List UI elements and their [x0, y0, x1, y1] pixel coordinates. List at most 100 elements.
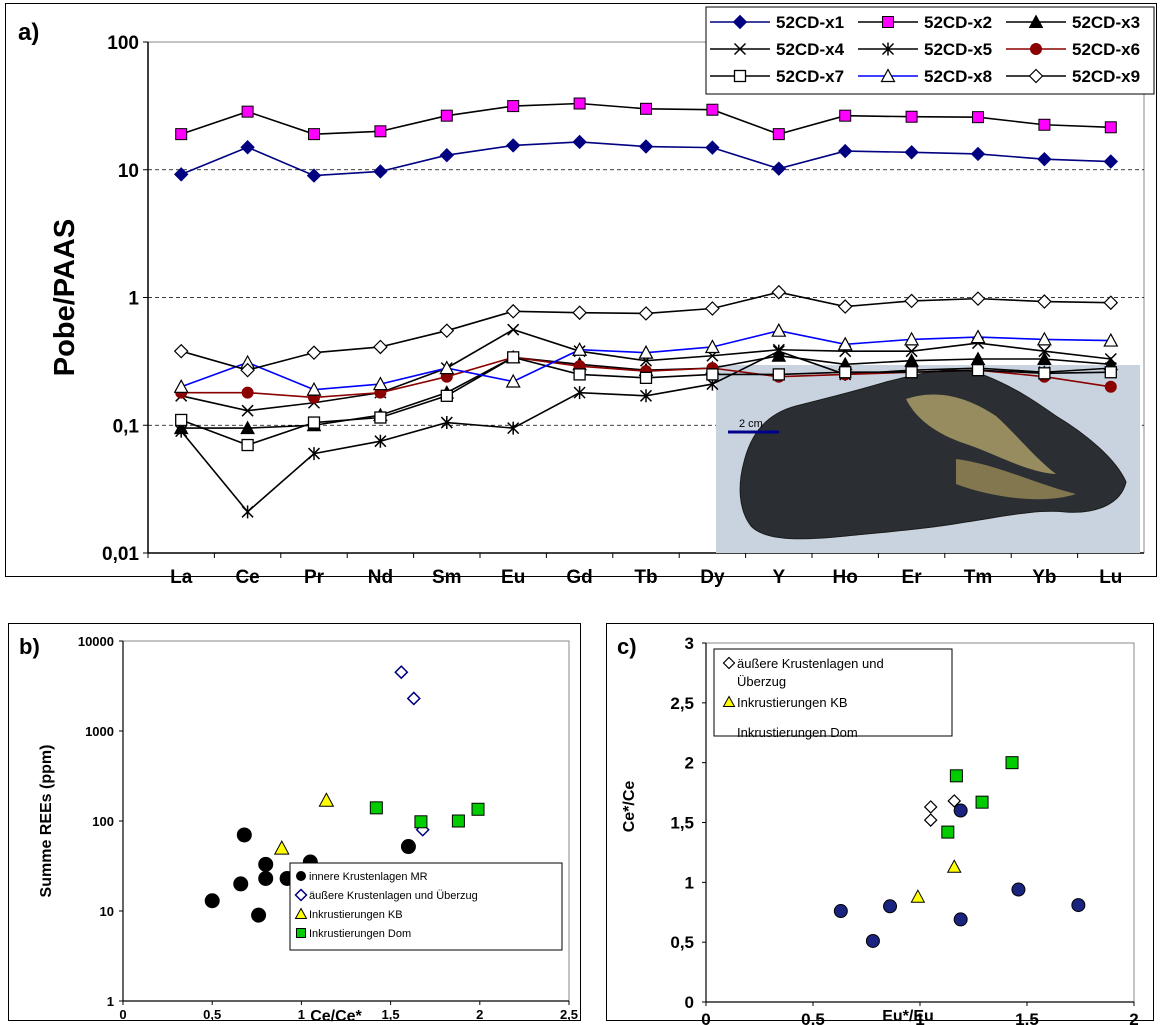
legend-label: Inkrustierungen KB — [737, 695, 848, 710]
data-point — [839, 109, 852, 122]
x-tick-label: 2 — [1129, 1010, 1138, 1025]
data-point — [240, 420, 255, 435]
data-point — [273, 840, 290, 855]
series-52CD-x7 — [175, 351, 1117, 452]
series-Inkrustierungen Dom — [941, 756, 1019, 839]
panel-c-scatter: c) 0 0,5 1 1,5 2 2,5 3 0 0,5 1 1,5 2 Eu*/Eu Ce*/Ce äuße… — [606, 623, 1154, 1025]
data-point — [946, 859, 962, 873]
data-point — [1037, 294, 1052, 309]
x-tick-label: Tm — [964, 567, 993, 588]
data-point — [772, 344, 785, 358]
x-tick-label: Sm — [432, 567, 462, 588]
data-point — [771, 161, 787, 176]
data-point — [953, 912, 968, 927]
legend-item: 52CD-x8 — [858, 67, 992, 86]
legend-label: äußere Krustenlagen und — [737, 656, 884, 671]
data-point — [905, 110, 918, 123]
legend-label: 52CD-x5 — [924, 40, 992, 59]
data-point — [573, 368, 586, 381]
data-point — [837, 299, 853, 314]
data-point — [706, 103, 719, 116]
data-point — [251, 907, 267, 923]
legend-item: 52CD-x4 — [710, 40, 845, 59]
data-point — [307, 416, 321, 429]
x-tick-label: Yb — [1032, 567, 1056, 588]
data-point — [923, 800, 938, 814]
rock-crust-layer — [906, 394, 1056, 474]
y-tick-label: 10 — [118, 161, 139, 182]
legend-item-cut: Inkrustierungen Dom — [737, 725, 858, 740]
data-point — [1011, 882, 1026, 897]
sample-photo: 2 cm — [716, 365, 1140, 553]
y-tick-label: 0,1 — [113, 416, 140, 437]
x-tick-label: Gd — [566, 567, 592, 588]
data-point — [204, 893, 220, 909]
y-tick-label: 2,5 — [670, 694, 694, 713]
data-point — [306, 345, 322, 361]
y-tick-label: 10000 — [78, 634, 114, 649]
legend-marker — [1028, 68, 1044, 84]
data-point — [175, 128, 188, 141]
data-point — [639, 371, 653, 384]
legend-item: 52CD-x6 — [1006, 40, 1140, 59]
x-axis-label: Eu*/Eu — [882, 1008, 934, 1025]
legend-item: 52CD-x2 — [858, 13, 992, 32]
data-point — [306, 168, 322, 183]
data-point — [640, 102, 652, 115]
data-point — [451, 814, 465, 828]
data-point — [905, 345, 918, 358]
legend-item: äußere Krustenlagen und Überzug — [294, 888, 478, 902]
data-point — [1037, 351, 1052, 366]
y-tick-label: 10 — [100, 904, 114, 919]
legend: äußere Krustenlagen und Überzug Inkrustier… — [713, 648, 953, 740]
x-tick-label: 0,5 — [203, 1007, 221, 1022]
y-tick-label: 1 — [128, 289, 139, 310]
legend-label: innere Krustenlagen MR — [309, 871, 428, 883]
data-point — [705, 140, 720, 155]
y-tick-label: 100 — [107, 33, 139, 54]
data-point — [406, 691, 421, 706]
data-point — [241, 386, 254, 399]
y-tick-label: 0,5 — [670, 933, 694, 952]
data-point — [573, 386, 586, 400]
data-point — [175, 424, 188, 438]
series-äußere Krustenlagen und Überzug — [394, 665, 430, 837]
legend-label: Inkrustierungen Dom — [309, 928, 411, 940]
legend-marker — [294, 888, 308, 902]
data-point — [440, 109, 453, 122]
x-tick-label: 1,5 — [382, 1007, 400, 1022]
data-point — [175, 413, 188, 427]
data-point — [772, 128, 785, 141]
data-point — [953, 803, 968, 818]
legend-item: 52CD-x5 — [858, 40, 992, 59]
data-point — [972, 111, 984, 124]
data-point — [971, 363, 985, 377]
eu-vs-ce-anomaly-chart: c) 0 0,5 1 1,5 2 2,5 3 0 0,5 1 1,5 2 Eu*/Eu Ce*/Ce äuße… — [617, 634, 1139, 1025]
data-point — [374, 125, 387, 138]
legend-item: äußere Krustenlagen und Überzug — [722, 656, 884, 689]
panel-label-a: a) — [18, 19, 39, 46]
data-point — [1103, 154, 1119, 169]
legend-marker — [1030, 43, 1042, 55]
ree-pattern-chart: a) 0,01 0,1 1 10 100 La Ce Pr Nd Sm Eu Gd Tb Dy Y Ho Er Tm… — [18, 6, 1155, 588]
series-52CD-x8 — [173, 322, 1119, 396]
data-point — [572, 134, 587, 150]
data-point — [400, 839, 416, 855]
series-Inkrustierungen KB — [273, 792, 335, 855]
series-unnamed — [833, 803, 1086, 948]
data-point — [374, 411, 387, 424]
panel-a-ree-pattern: a) 0,01 0,1 1 10 100 La Ce Pr Nd Sm Eu Gd Tb Dy Y Ho Er Tm… — [5, 3, 1157, 588]
legend-item: innere Krustenlagen MR — [296, 871, 428, 883]
data-point — [258, 856, 274, 872]
data-point — [923, 813, 938, 827]
data-point — [439, 147, 455, 163]
legend-label: 52CD-x9 — [1072, 67, 1140, 86]
legend-label: 52CD-x3 — [1072, 13, 1140, 32]
legend-marker — [722, 656, 736, 670]
legend-marker — [733, 69, 747, 83]
data-point — [414, 815, 428, 829]
x-tick-label: Pr — [304, 567, 325, 588]
x-tick-label: 1,5 — [1015, 1010, 1039, 1025]
data-point — [173, 167, 189, 182]
y-tick-label: 100 — [92, 814, 114, 829]
